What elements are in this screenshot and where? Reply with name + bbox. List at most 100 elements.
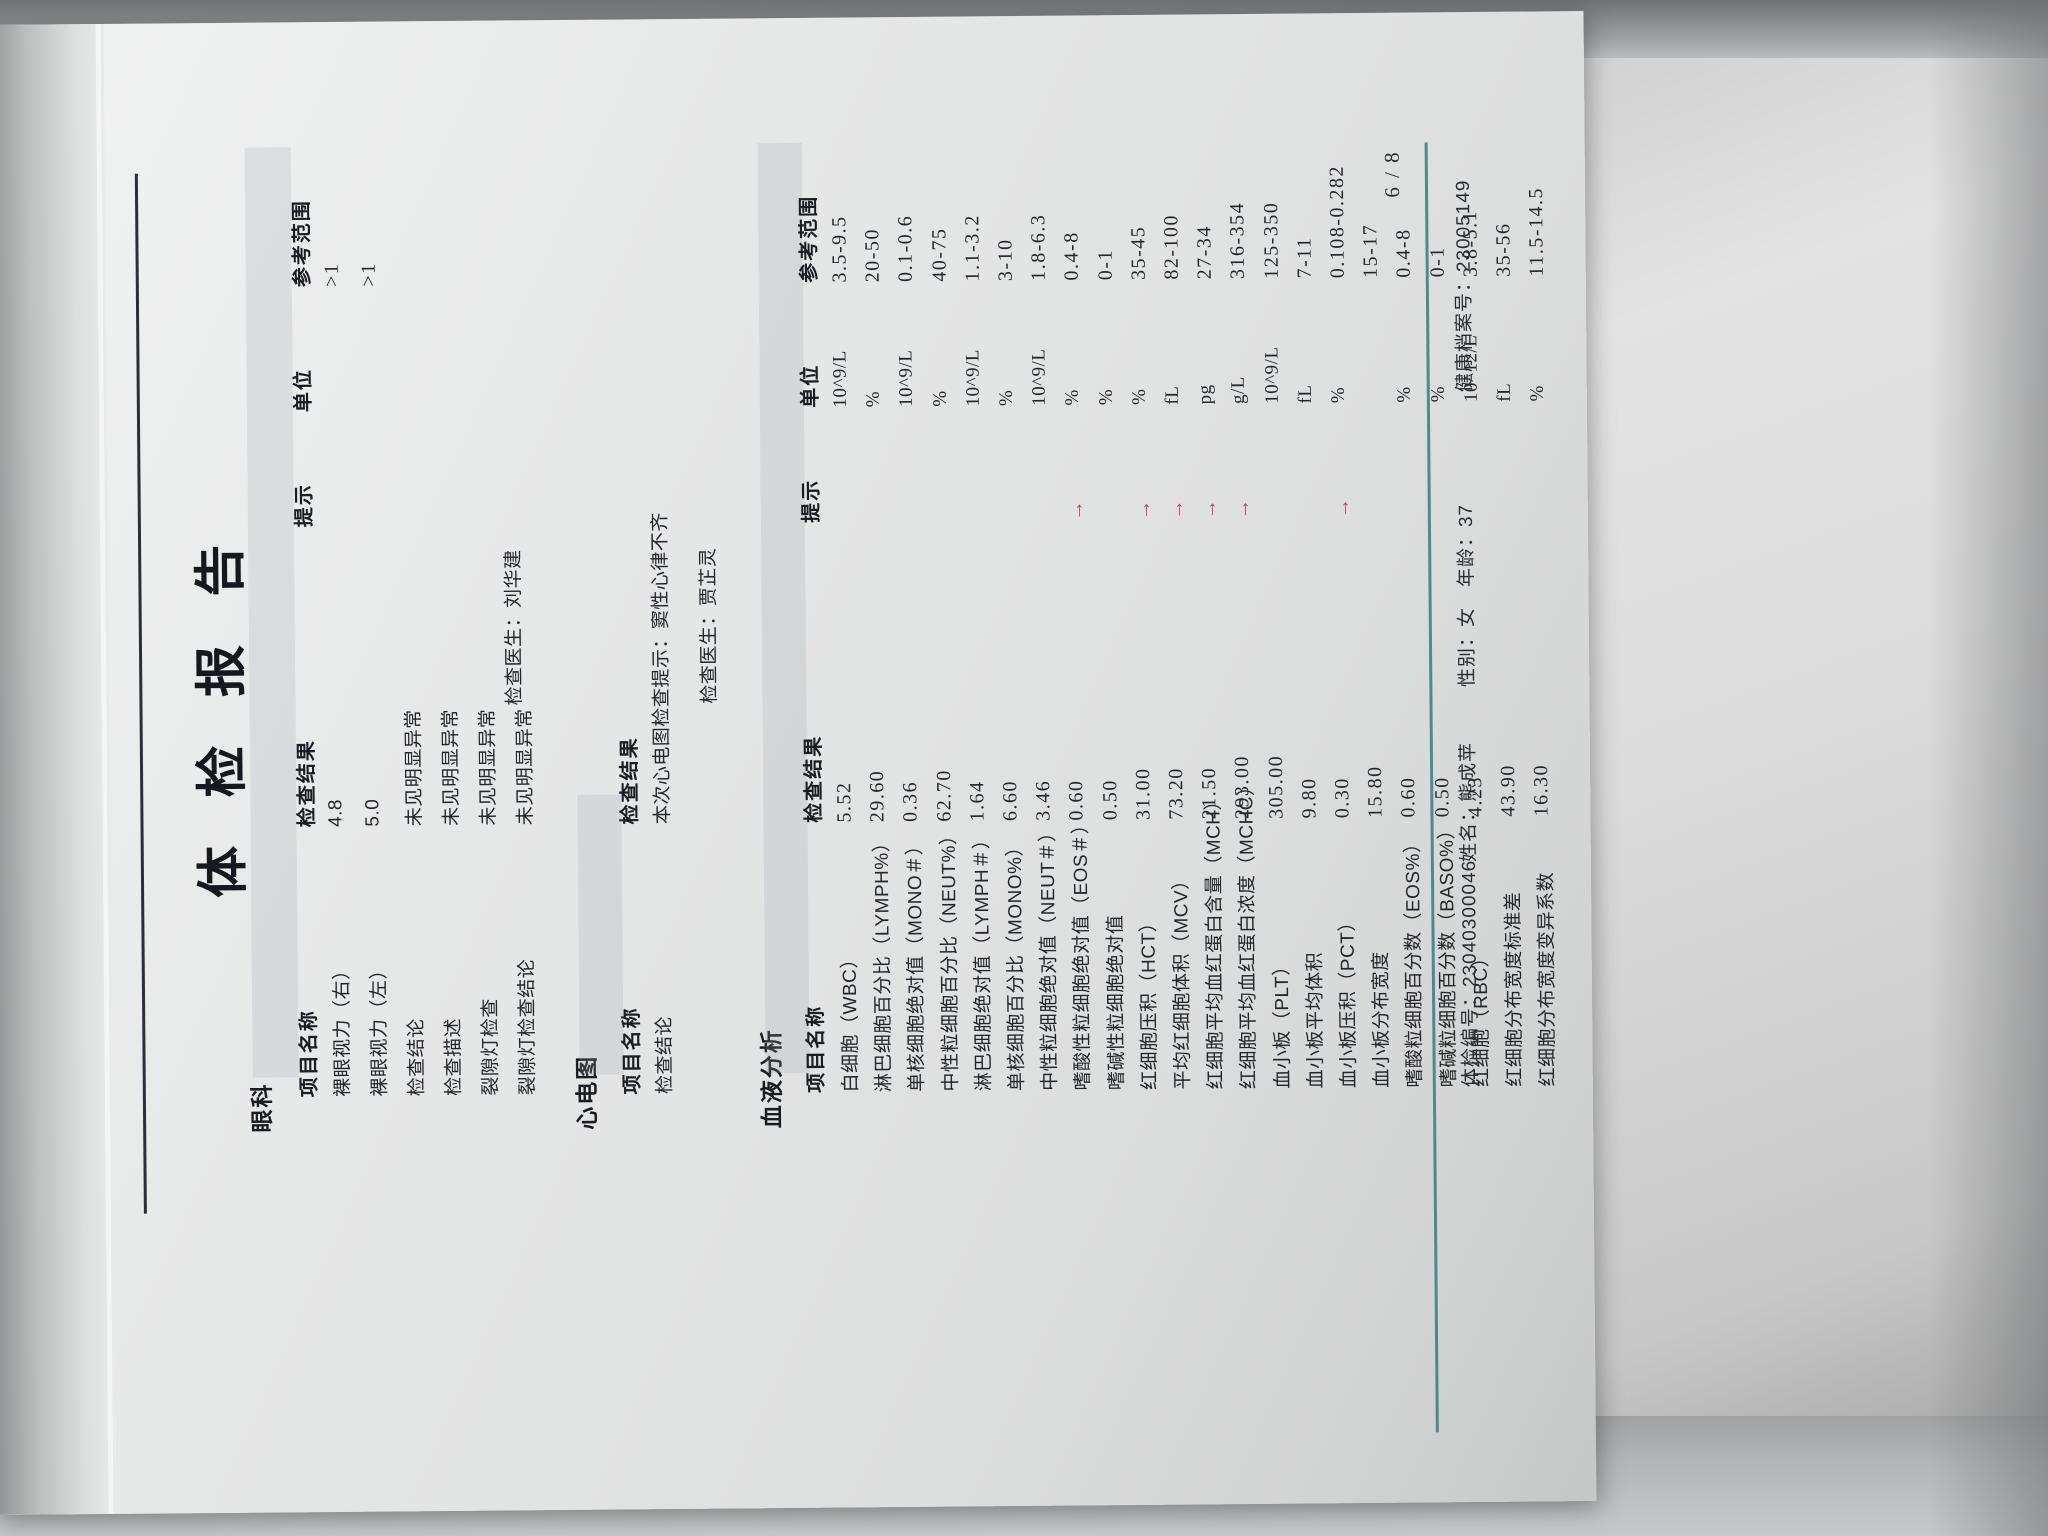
row-name: 裂隙灯检查	[480, 998, 502, 1096]
row-ref-blood: 0.1-0.6	[894, 214, 918, 283]
page-title: 体 检 报 告	[191, 527, 254, 899]
row-result-blood: 0.36	[899, 780, 922, 823]
col-header-hint: 提示	[293, 483, 316, 528]
row-result-blood: 3.46	[1032, 779, 1055, 821]
row-result-blood: 305.00	[1264, 754, 1288, 819]
row-unit-blood: %	[1327, 386, 1349, 404]
row-result-blood: 0.60	[1397, 776, 1420, 818]
row-ref: >1	[357, 262, 380, 287]
title-underline	[134, 173, 147, 1214]
row-result-blood: 16.30	[1530, 763, 1553, 817]
footer-age: 年龄：37	[1455, 503, 1478, 588]
row-ref-blood: 316-354	[1226, 201, 1250, 280]
row-name-blood: 红细胞分布宽度标准差	[1503, 891, 1526, 1087]
abnormal-arrow-icon: →	[1232, 498, 1255, 520]
row-result-blood: 0.60	[1065, 779, 1088, 821]
row-name-blood: 红细胞平均血红蛋白含量（MCH）	[1203, 790, 1228, 1090]
row-result-blood: 21.50	[1198, 766, 1221, 820]
row-unit-blood: 10^9/L	[829, 350, 851, 408]
row-name: 裸眼视力（右）	[331, 960, 354, 1098]
row-ref-blood: 0-1	[1426, 246, 1449, 278]
row-name-blood: 中性粒细胞绝对值（NEUT＃）	[1037, 822, 1062, 1091]
row-name: 裸眼视力（左）	[368, 959, 391, 1097]
row-ref-blood: 3-10	[994, 238, 1017, 282]
row-name: 裂隙灯检查结论	[516, 958, 539, 1096]
col-header-name: 项目名称	[298, 1009, 321, 1098]
row-result-blood: 0.30	[1331, 777, 1354, 819]
row-result-blood: 293.00	[1231, 754, 1254, 820]
abnormal-arrow-icon: →	[1132, 499, 1155, 521]
row-result-blood: 0.50	[1430, 776, 1454, 818]
row-ref-blood: 0.4-8	[1060, 231, 1084, 281]
row-unit-blood: 10^9/L	[895, 349, 918, 408]
row-name-blood: 嗜酸粒细胞百分数（EOS%）	[1403, 833, 1427, 1088]
row-result-blood: 43.90	[1497, 764, 1520, 817]
footer-exam-no: 体检编号：23040300046	[1458, 859, 1482, 1088]
col-header-result-ecg: 检查结果	[618, 736, 642, 825]
row-name-blood: 血小板分布宽度	[1370, 951, 1394, 1088]
row-name-blood: 白细胞（WBC）	[839, 949, 862, 1093]
row-unit-blood: %	[1394, 386, 1416, 403]
row-result-blood: 15.80	[1364, 765, 1387, 818]
row-ref-blood: 0.108-0.282	[1325, 164, 1349, 279]
row-name-blood: 红细胞压积（HCT）	[1138, 912, 1161, 1090]
row-ref-blood: 27-34	[1193, 225, 1216, 280]
desk-surface-right	[1928, 0, 2048, 1536]
report-page: 体 检 报 告眼科 项目名称 检查结果 提示 单位 参考范围 裸眼视力（右） 4.8 >1 裸眼视…	[79, 47, 1559, 1449]
row-unit-blood: %	[1128, 388, 1150, 406]
col-header-result-blood: 检查结果	[802, 734, 826, 823]
row-name-blood: 血小板（PLT）	[1271, 956, 1294, 1089]
doctor-ecg: 检查医生：贾芷灵	[698, 547, 721, 704]
row-name-blood: 嗜酸性粒细胞绝对值（EOS＃）	[1070, 814, 1095, 1091]
row-unit-blood: %	[995, 389, 1017, 407]
row-ref-blood: 0-1	[1094, 248, 1117, 281]
row-ref-blood: 1.8-6.3	[1027, 213, 1050, 281]
section-title-eye: 眼科	[248, 1082, 276, 1133]
paper-sheet: 体 检 报 告眼科 项目名称 检查结果 提示 单位 参考范围 裸眼视力（右） 4.8 >1 裸眼视…	[0, 11, 1597, 1515]
row-result: 4.8	[325, 798, 347, 828]
row-ref-blood: 20-50	[861, 227, 884, 283]
abnormal-arrow-icon: →	[1331, 498, 1354, 519]
row-result-blood: 62.70	[932, 769, 956, 822]
row-ref-blood: 82-100	[1160, 213, 1183, 280]
row-ref-blood: 0.4-8	[1392, 228, 1416, 278]
row-result-blood: 29.60	[866, 769, 889, 823]
row-ref-blood: 35-56	[1492, 222, 1515, 277]
row-name-blood: 单核细胞百分比（MONO%）	[1004, 836, 1028, 1092]
row-name-blood: 平均红细胞体积（MCV）	[1170, 870, 1194, 1090]
col-header-name-ecg: 项目名称	[621, 1006, 644, 1095]
row-result-blood: 31.00	[1131, 767, 1155, 821]
row-name-ecg: 检查结论	[654, 1015, 676, 1095]
row-ref-blood: 3.5-9.5	[828, 215, 851, 283]
row-ref-blood: 40-75	[927, 227, 951, 282]
col-header-ref: 参考范围	[291, 199, 314, 288]
row-result-blood: 9.80	[1297, 777, 1321, 819]
row-unit-blood: %	[862, 390, 885, 408]
row-unit-blood: %	[1427, 385, 1449, 403]
col-header-ref-blood: 参考范围	[798, 194, 821, 283]
row-name-blood: 嗜碱性粒细胞绝对值	[1104, 914, 1128, 1091]
row-unit-blood: 10^9/L	[1028, 348, 1051, 406]
row-result-blood: 1.64	[965, 780, 989, 822]
row-unit-blood: fL	[1493, 382, 1515, 402]
row-unit-blood: fL	[1161, 385, 1183, 405]
row-name-blood: 血小板压积（PCT）	[1337, 912, 1360, 1089]
row-name-blood: 淋巴细胞百分比（LYMPH%）	[871, 832, 896, 1093]
row-unit-blood: %	[929, 390, 951, 407]
col-header-unit: 单位	[292, 368, 315, 413]
row-unit-blood: fL	[1294, 384, 1316, 404]
row-name-blood: 红细胞分布宽度变异系数	[1536, 871, 1560, 1087]
row-unit-blood: %	[1062, 389, 1084, 406]
abnormal-arrow-icon: →	[1165, 499, 1188, 520]
row-unit-blood: pg	[1194, 384, 1217, 405]
row-name: 检查描述	[443, 1017, 465, 1097]
col-header-result: 检查结果	[295, 739, 319, 828]
page-number: 6 / 8	[1379, 150, 1405, 198]
row-name-blood: 血小板平均体积	[1304, 951, 1327, 1089]
row-ref-blood: 125-350	[1259, 201, 1283, 279]
row-result: 未见明显异常	[514, 708, 537, 826]
col-header-name-blood: 项目名称	[805, 1004, 828, 1093]
row-ref-blood: 35-45	[1127, 225, 1150, 281]
row-name-blood: 红细胞平均血红蛋白浓度（MCHC）	[1236, 776, 1261, 1090]
row-ref-blood: 7-11	[1293, 236, 1316, 279]
